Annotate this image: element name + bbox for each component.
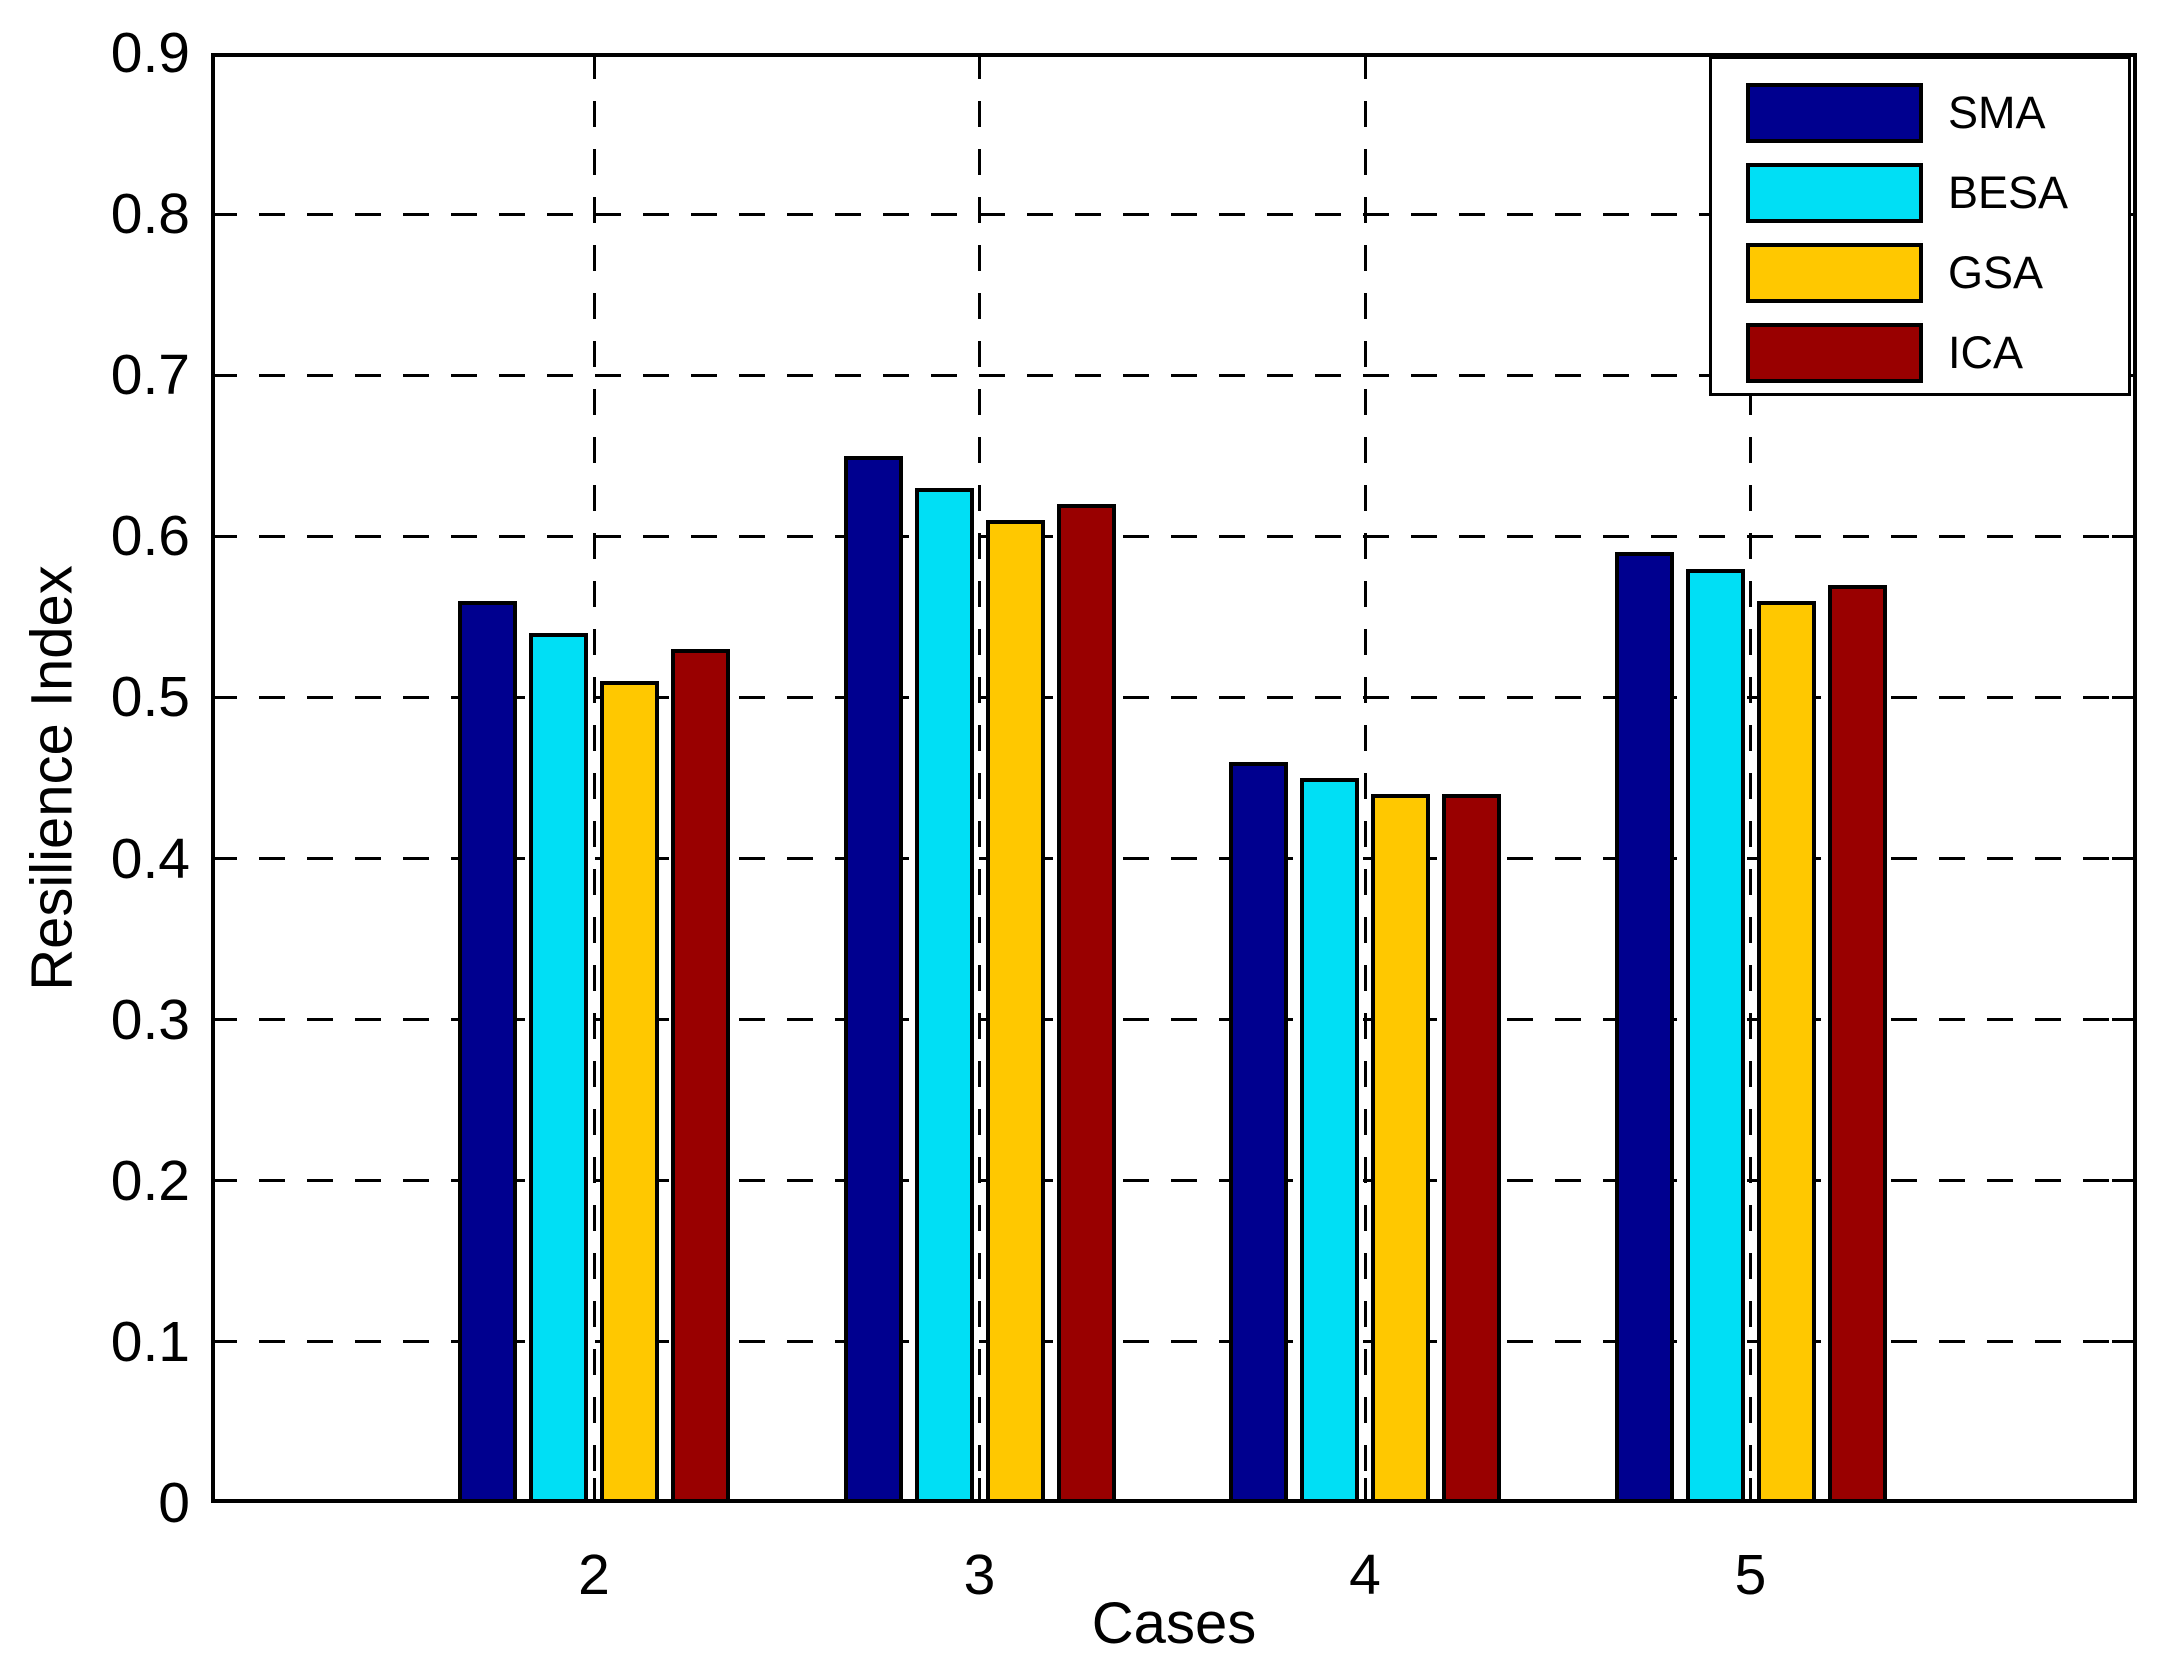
bar-sma-case-4 (1229, 761, 1288, 1503)
x-tick-bottom-4 (1363, 1478, 1367, 1503)
v-gridline-5 (1749, 53, 1752, 1503)
legend-swatch-ica (1746, 323, 1923, 383)
h-gridline-0.4 (211, 857, 2137, 861)
x-tick-bottom-2 (592, 1478, 596, 1503)
legend-swatch-sma (1746, 83, 1923, 143)
h-gridline-0.7 (211, 373, 2137, 377)
y-tick-label-0.7: 0.7 (110, 343, 190, 408)
h-gridline-0.3 (211, 1018, 2137, 1022)
h-gridline-0.5 (211, 695, 2137, 699)
legend-swatch-gsa (1746, 243, 1923, 303)
bar-besa-case-3 (914, 488, 974, 1503)
bar-besa-case-2 (529, 633, 588, 1503)
x-tick-top-3 (978, 53, 981, 78)
y-tick-right-0.5 (2112, 695, 2137, 699)
h-gridline-0.6 (211, 534, 2137, 538)
legend-swatch-besa (1746, 163, 1923, 223)
x-tick-label-3: 3 (963, 1543, 996, 1607)
y-tick-right-0.3 (2112, 1018, 2137, 1022)
x-tick-label-5: 5 (1734, 1543, 1767, 1607)
bars-layer (211, 53, 2137, 1503)
y-tick-right-0.1 (2112, 1340, 2137, 1344)
legend-label-besa: BESA (1948, 167, 2069, 218)
grid-layer (211, 53, 2137, 1503)
v-gridline-3 (978, 53, 981, 1503)
x-tick-label-2: 2 (578, 1543, 610, 1607)
y-tick-label-0.9: 0.9 (110, 21, 190, 85)
x-tick-label-4: 4 (1349, 1543, 1381, 1607)
y-tick-left-0.7 (211, 373, 236, 377)
legend-row-ica: ICA (1712, 313, 2128, 393)
legend-row-sma: SMA (1712, 73, 2128, 153)
bar-gsa-case-5 (1756, 600, 1816, 1503)
plot-area (211, 53, 2137, 1503)
x-tick-top-4 (1363, 53, 1367, 78)
bar-ica-case-4 (1442, 794, 1501, 1503)
bar-ica-case-2 (671, 649, 730, 1503)
bar-sma-case-3 (843, 455, 903, 1503)
bar-gsa-case-3 (985, 520, 1045, 1503)
bar-ica-case-5 (1827, 584, 1887, 1503)
bar-sma-case-2 (458, 600, 517, 1503)
y-tick-left-0.1 (211, 1340, 236, 1344)
bar-gsa-case-4 (1371, 794, 1430, 1503)
legend-label-ica: ICA (1948, 327, 2024, 378)
h-gridline-0.2 (211, 1179, 2137, 1183)
bar-gsa-case-2 (600, 681, 659, 1503)
x-tick-top-2 (592, 53, 596, 78)
y-tick-left-0.3 (211, 1018, 236, 1022)
y-tick-left-0.4 (211, 857, 236, 861)
x-axis-label: Cases (1091, 1591, 1257, 1656)
y-tick-label-0.1: 0.1 (110, 1309, 190, 1374)
v-gridline-4 (1363, 53, 1367, 1503)
h-gridline-0.8 (211, 212, 2137, 216)
y-tick-label-0: 0 (158, 1471, 190, 1535)
y-tick-left-0.2 (211, 1179, 236, 1183)
x-tick-bottom-3 (978, 1478, 981, 1503)
y-tick-right-0.4 (2112, 857, 2137, 861)
h-gridline-0.1 (211, 1340, 2137, 1344)
y-tick-label-0.2: 0.2 (110, 1148, 190, 1213)
y-tick-left-0.5 (211, 695, 236, 699)
x-tick-bottom-5 (1749, 1478, 1752, 1503)
bar-sma-case-5 (1614, 552, 1674, 1503)
bar-ica-case-3 (1056, 504, 1116, 1503)
legend-row-besa: BESA (1712, 153, 2128, 233)
legend-row-gsa: GSA (1712, 233, 2128, 313)
v-gridline-2 (592, 53, 596, 1503)
y-tick-label-0.5: 0.5 (110, 665, 190, 730)
y-tick-label-0.4: 0.4 (110, 826, 190, 891)
legend-label-gsa: GSA (1948, 247, 2044, 298)
y-tick-left-0.6 (211, 534, 236, 538)
y-tick-left-0.8 (211, 212, 236, 216)
y-tick-label-0.8: 0.8 (110, 182, 190, 247)
bar-besa-case-5 (1685, 568, 1745, 1503)
y-tick-label-0.3: 0.3 (110, 987, 190, 1052)
legend-label-sma: SMA (1948, 87, 2046, 138)
y-tick-label-0.6: 0.6 (110, 504, 190, 569)
legend: SMA BESA GSA ICA (1709, 56, 2131, 396)
y-tick-right-0.6 (2112, 534, 2137, 538)
y-tick-right-0.2 (2112, 1179, 2137, 1183)
